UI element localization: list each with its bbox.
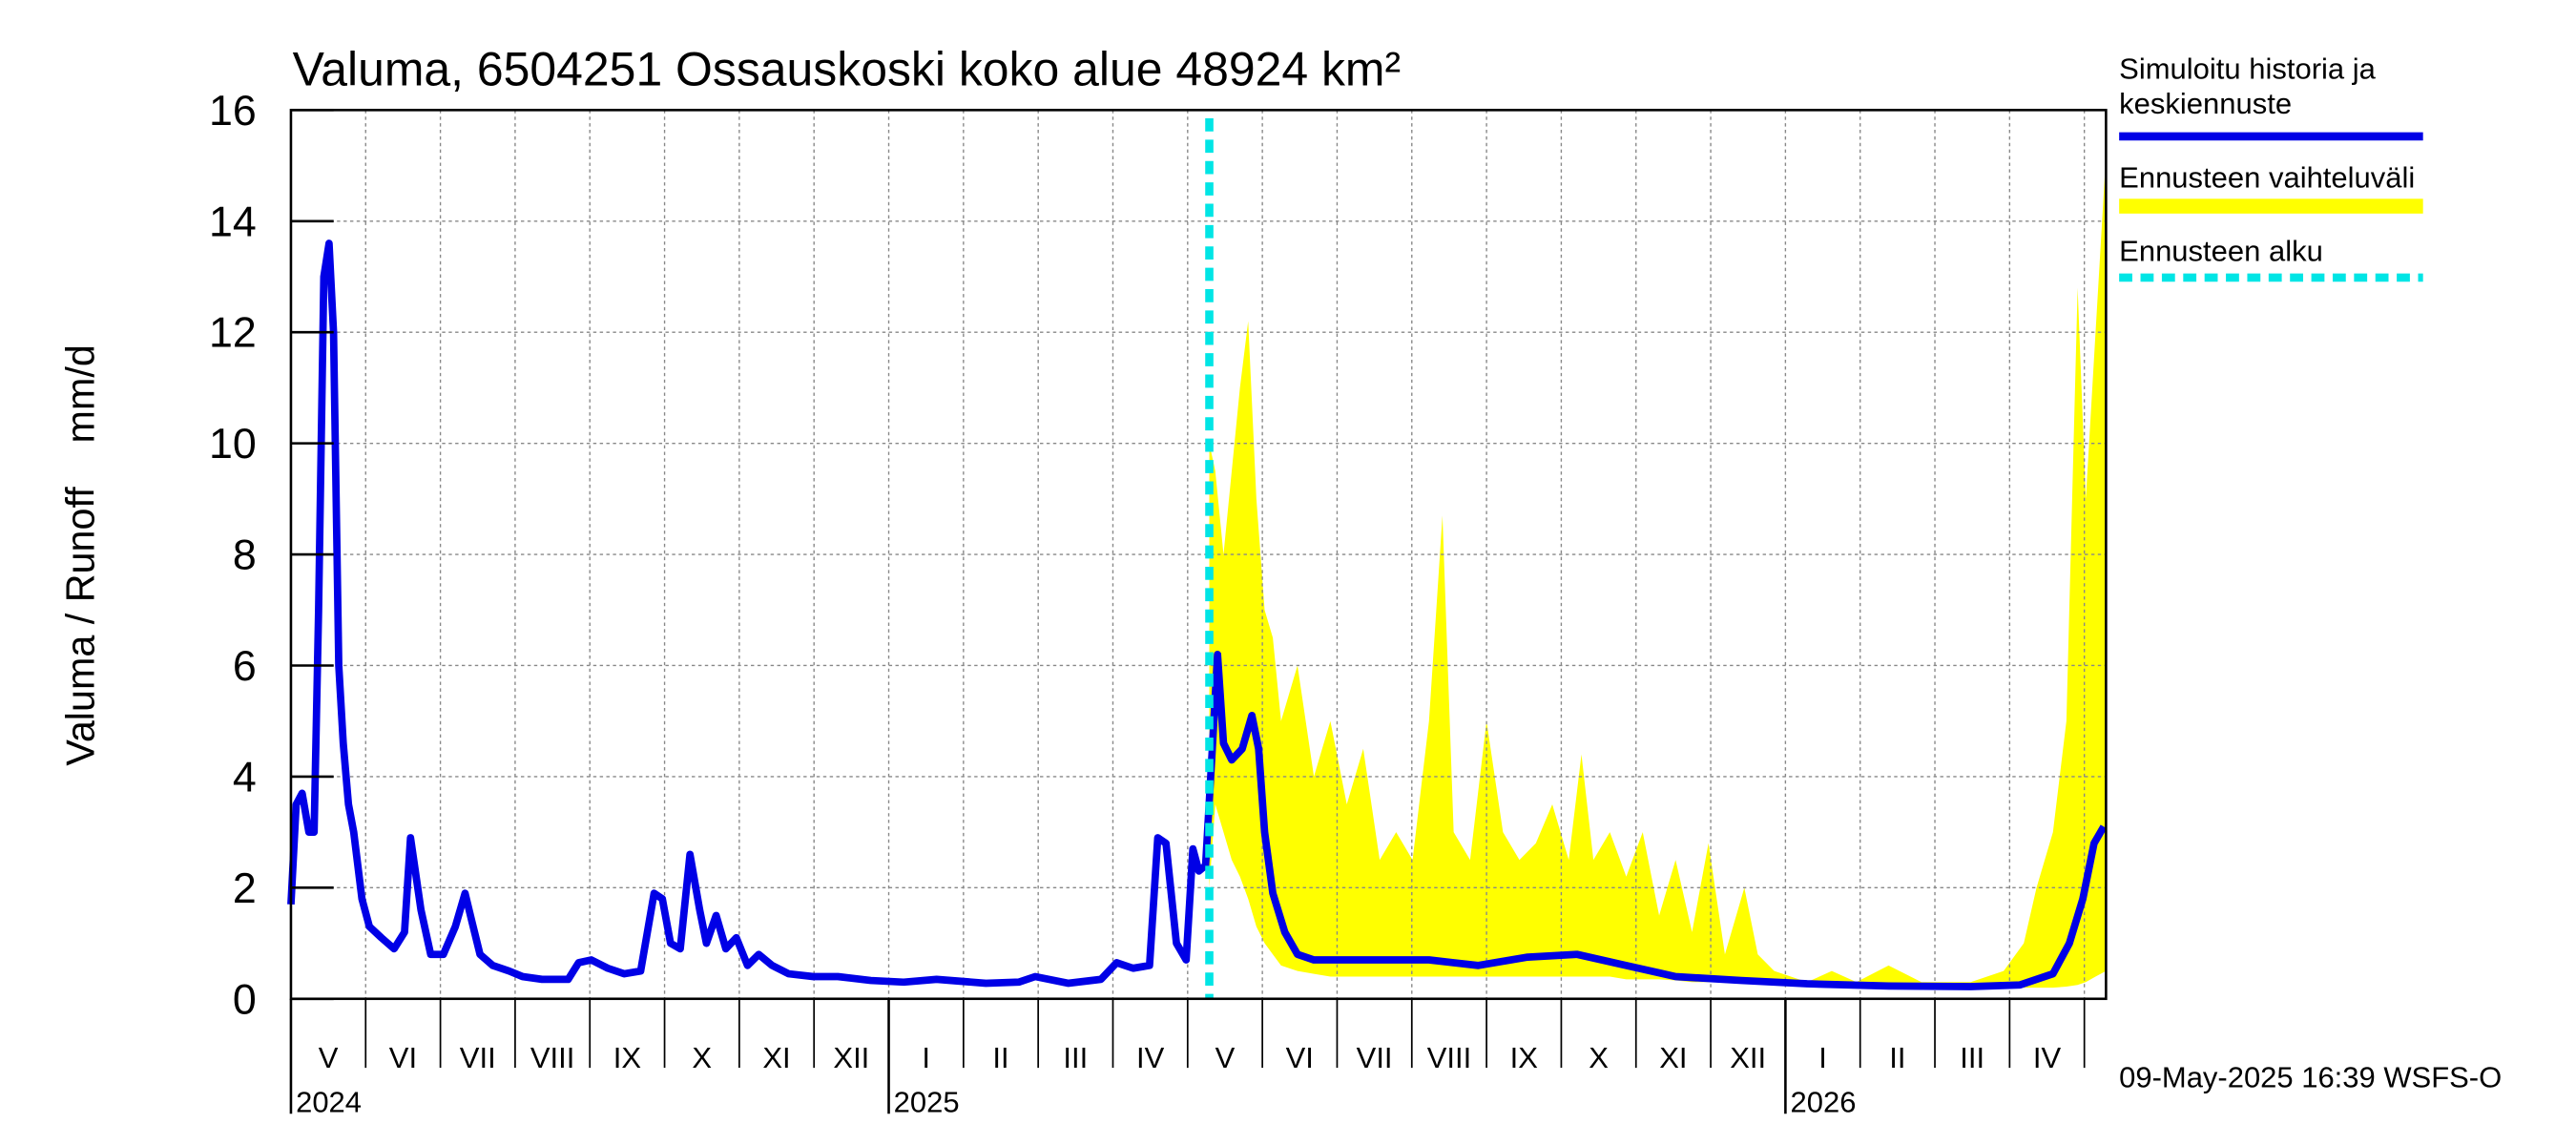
x-tick-label: II bbox=[1889, 1041, 1905, 1074]
forecast-range bbox=[1209, 154, 2107, 989]
x-tick-label: IV bbox=[2033, 1041, 2062, 1074]
x-tick-label: X bbox=[692, 1041, 712, 1074]
plot-frame bbox=[289, 109, 2108, 1001]
y-tick-label: 4 bbox=[233, 753, 257, 801]
x-tick-label: I bbox=[1818, 1041, 1827, 1074]
series-line bbox=[287, 239, 2108, 990]
year-label: 2025 bbox=[894, 1086, 960, 1119]
x-tick-label: II bbox=[992, 1041, 1008, 1074]
x-tick-label: IV bbox=[1136, 1041, 1165, 1074]
y-axis-label: Valuma / Runoff mm/d bbox=[58, 344, 102, 765]
x-tick-label: IX bbox=[1510, 1041, 1538, 1074]
x-tick-label: VIII bbox=[1427, 1041, 1471, 1074]
x-tick-label: V bbox=[319, 1041, 339, 1074]
legend-label-wrap: Ennusteen alku bbox=[2119, 235, 2323, 268]
x-tick-label: VII bbox=[460, 1041, 496, 1074]
y-tick-label: 14 bbox=[209, 198, 257, 245]
x-tick-label: VII bbox=[1357, 1041, 1393, 1074]
legend-label: Simuloitu historia ja keskiennuste bbox=[2119, 52, 2376, 120]
legend-label: Ennusteen vaihteluväli bbox=[2119, 160, 2416, 195]
legend-label: Ennusteen alku bbox=[2119, 235, 2323, 268]
legend-label-wrap: Ennusteen vaihteluväli bbox=[2119, 160, 2416, 195]
y-tick-label: 8 bbox=[233, 531, 257, 579]
x-tick-label: XII bbox=[1730, 1041, 1766, 1074]
x-tick-label: VIII bbox=[530, 1041, 574, 1074]
x-tick-label: IX bbox=[613, 1041, 641, 1074]
y-tick-label: 0 bbox=[233, 975, 257, 1023]
timestamp: 09-May-2025 16:39 WSFS-O bbox=[2119, 1061, 2502, 1094]
x-tick-label: XII bbox=[833, 1041, 869, 1074]
chart-title: Valuma, 6504251 Ossauskoski koko alue 48… bbox=[293, 43, 1401, 96]
year-label: 2026 bbox=[1791, 1086, 1857, 1119]
x-tick-label: VI bbox=[389, 1041, 417, 1074]
legend-label-wrap: Simuloitu historia ja keskiennuste bbox=[2119, 52, 2376, 120]
y-tick-label: 12 bbox=[209, 309, 257, 357]
y-tick-label: 2 bbox=[233, 864, 257, 912]
x-tick-label: III bbox=[1063, 1041, 1088, 1074]
y-tick-label: 16 bbox=[209, 87, 257, 135]
line-layer bbox=[287, 117, 2108, 999]
band-layer bbox=[1209, 154, 2107, 989]
x-tick-label: X bbox=[1589, 1041, 1609, 1074]
x-tick-label: V bbox=[1215, 1041, 1236, 1074]
x-tick-label: III bbox=[1960, 1041, 1984, 1074]
x-tick-label: I bbox=[922, 1041, 930, 1074]
x-tick-label: VI bbox=[1286, 1041, 1314, 1074]
legend-swatch bbox=[2119, 198, 2423, 214]
y-tick-label: 6 bbox=[233, 642, 257, 690]
x-tick-label: XI bbox=[1659, 1041, 1687, 1074]
year-label: 2024 bbox=[296, 1086, 362, 1119]
y-tick-label: 10 bbox=[209, 420, 257, 468]
x-tick-label: XI bbox=[762, 1041, 790, 1074]
